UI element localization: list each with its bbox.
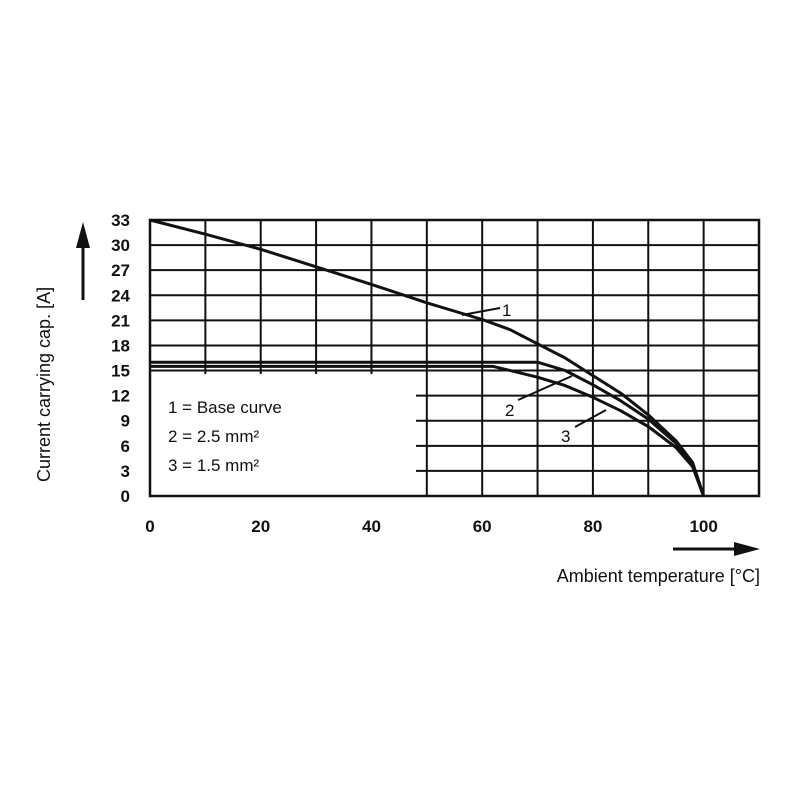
legend-entry-2: 2 = 2.5 mm² — [168, 427, 260, 446]
y-tick-label: 0 — [121, 487, 130, 506]
x-tick-label: 40 — [362, 517, 381, 536]
x-tick-label: 100 — [689, 517, 717, 536]
x-tick-label: 60 — [473, 517, 492, 536]
series-line-1 — [149, 218, 706, 497]
y-tick-label: 24 — [111, 286, 130, 305]
x-tick-labels: 0 20 40 60 80 100 — [145, 517, 718, 536]
y-tick-label: 27 — [111, 261, 130, 280]
x-tick-label: 20 — [251, 517, 270, 536]
curve-label-leader-1 — [461, 307, 501, 316]
legend-entry-3: 3 = 1.5 mm² — [168, 456, 260, 475]
series-line-2 — [150, 360, 706, 497]
curve-label-leader-2 — [517, 375, 573, 401]
y-tick-label: 33 — [111, 211, 130, 230]
y-tick-labels: 0 3 6 9 12 15 18 21 24 27 30 33 — [111, 211, 130, 506]
curve-label-1: 1 — [502, 301, 511, 320]
y-tick-label: 9 — [121, 412, 130, 431]
series-line-3 — [150, 364, 706, 497]
x-axis-label: Ambient temperature [°C] — [557, 566, 760, 586]
curve-label-2: 2 — [505, 401, 514, 420]
curve-label-leader-3 — [574, 409, 607, 428]
x-tick-label: 0 — [145, 517, 154, 536]
plot-border — [148, 218, 761, 498]
y-axis-label: Current carrying cap. [A] — [34, 287, 54, 482]
x-tick-label: 80 — [583, 517, 602, 536]
y-tick-label: 21 — [111, 311, 130, 330]
y-axis-arrow — [76, 222, 90, 300]
legend: 1 = Base curve 2 = 2.5 mm² 3 = 1.5 mm² — [151, 374, 416, 496]
legend-background — [151, 374, 416, 496]
y-tick-label: 6 — [121, 437, 130, 456]
series — [149, 218, 706, 497]
curve-labels: 1 2 3 — [461, 301, 607, 446]
curve-label-3: 3 — [561, 427, 570, 446]
y-tick-label: 15 — [111, 362, 130, 381]
y-tick-label: 18 — [111, 336, 130, 355]
y-tick-label: 3 — [121, 462, 130, 481]
plot-frame — [148, 218, 761, 498]
y-tick-label: 30 — [111, 236, 130, 255]
x-axis-arrow — [673, 542, 760, 556]
legend-entry-1: 1 = Base curve — [168, 398, 282, 417]
y-tick-label: 12 — [111, 387, 130, 406]
